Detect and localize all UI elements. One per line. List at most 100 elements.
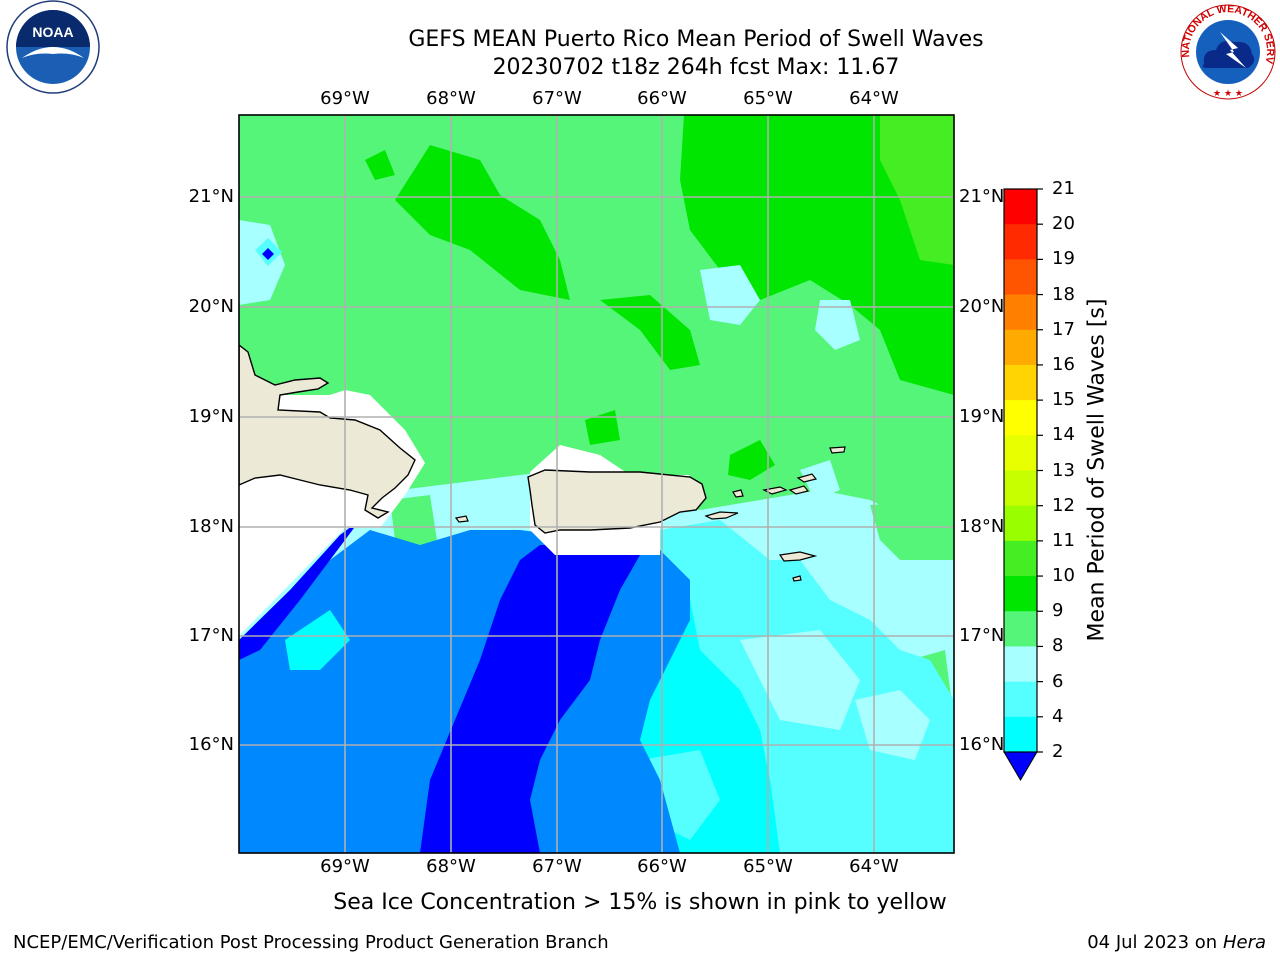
colorbar-tick-label: 10	[1052, 565, 1075, 587]
colorbar-tick-label: 14	[1052, 424, 1075, 446]
lat-label-right: 19°N	[959, 406, 1005, 427]
land-culebra	[732, 489, 744, 498]
colorbar-cell	[1004, 646, 1037, 683]
contour-8-9-inset-ne	[800, 460, 840, 500]
colorbar-tick-label: 6	[1052, 670, 1064, 692]
colorbar-cell	[1004, 505, 1037, 542]
lon-label-top: 64°W	[849, 88, 899, 109]
colorbar-cell	[1004, 716, 1037, 753]
lat-label-right: 21°N	[959, 186, 1005, 207]
colorbar-tick-label: 21	[1052, 178, 1075, 199]
contour-10-11-islet	[585, 410, 620, 445]
footer-machine: Hera	[1222, 932, 1266, 953]
colorbar-cell	[1004, 681, 1037, 718]
colorbar-tick-label: 8	[1052, 635, 1064, 657]
lat-label-left: 21°N	[188, 186, 234, 207]
map-gridlines	[239, 115, 954, 853]
contour-below-2-west	[239, 520, 360, 660]
lat-label-right: 18°N	[959, 516, 1005, 537]
svg-text:★ ★ ★: ★ ★ ★	[1213, 89, 1243, 99]
contour-4-6-inset	[285, 610, 350, 670]
lat-label-left: 17°N	[188, 625, 234, 646]
colorbar-cell	[1004, 400, 1037, 436]
contour-10-11-north	[395, 145, 570, 300]
colorbar-tick-label: 12	[1052, 494, 1075, 516]
contour-10-11-pr-east	[728, 440, 775, 480]
colorbar-extend-min	[1003, 751, 1038, 781]
colorbar-tick-label: 19	[1052, 248, 1075, 270]
colorbar-tick-label: 16	[1052, 353, 1075, 375]
colorbar-tick-label: 18	[1052, 283, 1075, 305]
colorbar-tick-label: 20	[1052, 213, 1075, 235]
lon-label-bottom: 66°W	[637, 856, 687, 877]
lon-label-bottom: 67°W	[532, 856, 582, 877]
contour-10-11-small	[365, 150, 395, 180]
lon-label-top: 65°W	[743, 88, 793, 109]
colorbar-cell	[1004, 364, 1037, 401]
lat-label-right: 16°N	[959, 734, 1005, 755]
lon-label-top: 69°W	[320, 88, 370, 109]
lat-label-right: 17°N	[959, 625, 1005, 646]
contour-2-4-nw-spot	[262, 248, 274, 260]
colorbar-cell	[1004, 189, 1037, 225]
contour-8-9-nw	[239, 220, 285, 305]
land-st-croix	[778, 551, 818, 562]
contour-10-11-east	[680, 115, 954, 395]
noaa-logo: NOAA	[6, 0, 100, 94]
lon-label-bottom: 69°W	[320, 856, 370, 877]
land-hispaniola	[239, 344, 416, 519]
colorbar-tick-label: 2	[1052, 741, 1064, 762]
colorbar-tick-label: 4	[1052, 705, 1064, 727]
lon-label-top: 68°W	[426, 88, 476, 109]
colorbar-tick-label: 13	[1052, 459, 1075, 481]
land-st-john	[788, 485, 810, 495]
lat-label-left: 16°N	[188, 734, 234, 755]
contour-9-10-south-b	[870, 500, 954, 560]
footer-branch: NCEP/EMC/Verification Post Processing Pr…	[13, 932, 609, 953]
colorbar-label: Mean Period of Swell Waves [s]	[1084, 298, 1110, 642]
contour-below-2	[420, 545, 640, 853]
colorbar-cell	[1004, 294, 1037, 331]
contour-10-11-centre	[600, 295, 700, 370]
lat-label-left: 18°N	[188, 516, 234, 537]
contour-8-9-inset-se	[740, 630, 860, 730]
lat-label-left: 20°N	[188, 296, 234, 317]
lon-label-top: 67°W	[532, 88, 582, 109]
colorbar-tick-label: 9	[1052, 600, 1064, 622]
land-st-thomas	[762, 486, 788, 495]
land-tortola	[796, 473, 818, 483]
contour-8-9-central	[700, 265, 760, 325]
land-islet	[792, 575, 802, 582]
colorbar-cell	[1004, 540, 1037, 577]
noaa-logo-text: NOAA	[32, 24, 73, 40]
colorbar-cell	[1004, 576, 1037, 612]
lon-label-bottom: 68°W	[426, 856, 476, 877]
contour-11-12	[880, 115, 954, 265]
colorbar-cell	[1004, 611, 1037, 647]
lon-label-bottom: 64°W	[849, 856, 899, 877]
lat-label-right: 20°N	[959, 296, 1005, 317]
colorbar-cell	[1004, 435, 1037, 471]
colorbar-tick-label: 11	[1052, 529, 1075, 551]
colorbar-cell	[1004, 224, 1037, 260]
colorbar-cell	[1004, 329, 1037, 366]
colorbar-tick-label: 17	[1052, 318, 1075, 340]
sea-ice-caption: Sea Ice Concentration > 15% is shown in …	[333, 890, 947, 915]
lon-label-bottom: 65°W	[743, 856, 793, 877]
land-anegada	[829, 446, 846, 454]
lat-label-left: 19°N	[188, 406, 234, 427]
footer-date: 04 Jul 2023 on Hera	[1087, 932, 1266, 953]
lon-label-top: 66°W	[637, 88, 687, 109]
colorbar	[1003, 188, 1043, 781]
land-vieques	[704, 511, 739, 520]
colorbar-cell	[1004, 470, 1037, 507]
chart-subtitle: 20230702 t18z 264h fcst Max: 11.67	[492, 55, 900, 80]
contour-8-9-east	[815, 300, 860, 350]
contour-2-4-spot	[628, 592, 646, 614]
chart-title: GEFS MEAN Puerto Rico Mean Period of Swe…	[408, 27, 984, 52]
colorbar-cell	[1004, 259, 1037, 296]
footer-date-text: 04 Jul 2023 on	[1087, 932, 1223, 953]
nws-logo: NATIONAL WEATHER SERVICE ★ ★ ★	[1176, 2, 1276, 100]
map-frame	[238, 114, 955, 854]
